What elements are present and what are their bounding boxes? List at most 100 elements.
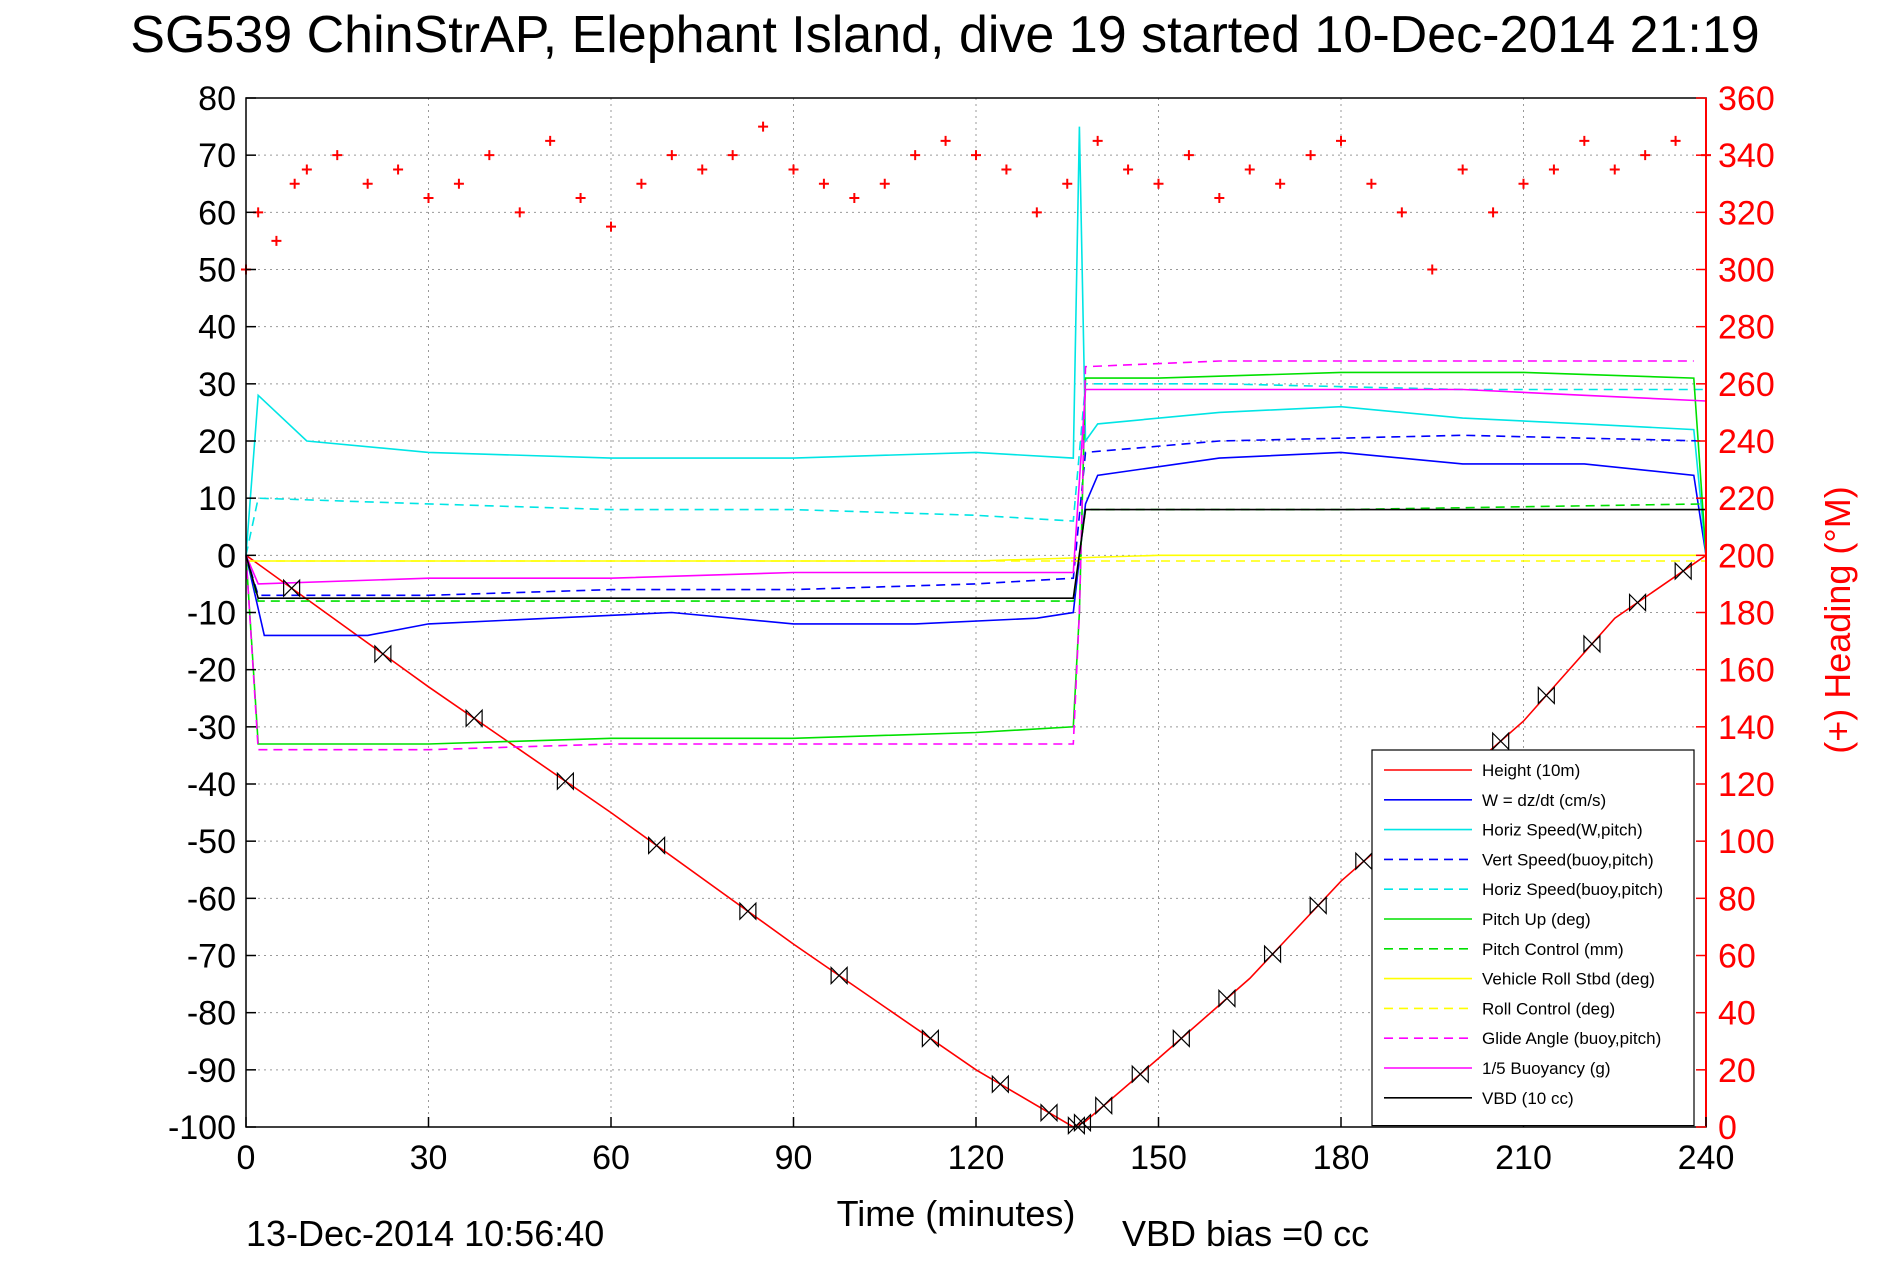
- depth-marker: [1309, 896, 1327, 915]
- heading-marker: [849, 193, 860, 204]
- heading-marker: [788, 164, 799, 175]
- y-right-tick-label: 240: [1718, 423, 1775, 461]
- depth-marker: [1537, 685, 1555, 705]
- heading-marker: [1244, 164, 1255, 175]
- heading-marker: [1183, 150, 1194, 161]
- heading-marker: [575, 193, 586, 204]
- y-right-tick-label: 140: [1718, 709, 1775, 747]
- depth-marker: [921, 1028, 939, 1048]
- x-tick-label: 90: [775, 1139, 813, 1177]
- x-axis-label: Time (minutes): [837, 1193, 1076, 1234]
- series-line-11: [245, 508, 1706, 599]
- y-right-tick-label: 200: [1718, 537, 1775, 575]
- y-tick-label: -40: [187, 766, 236, 804]
- legend-label: Vehicle Roll Stbd (deg): [1482, 970, 1655, 989]
- depth-marker: [1674, 561, 1692, 581]
- heading-marker: [971, 150, 981, 161]
- heading-marker: [453, 178, 464, 189]
- x-tick-label: 150: [1130, 1139, 1187, 1177]
- chart-title: SG539 ChinStrAP, Elephant Island, dive 1…: [130, 6, 1759, 64]
- y-right-tick-label: 120: [1718, 766, 1775, 804]
- heading-marker: [910, 150, 921, 161]
- y-tick-label: 80: [198, 80, 236, 118]
- heading-marker: [1062, 178, 1073, 189]
- y-right-tick-label: 300: [1718, 252, 1775, 290]
- y-right-tick-label: 360: [1718, 80, 1775, 118]
- series-line-3: [245, 434, 1707, 597]
- heading-marker: [289, 178, 300, 189]
- heading-marker: [1670, 135, 1681, 146]
- y-tick-label: -70: [187, 938, 236, 976]
- heading-marker: [1518, 178, 1529, 189]
- x-tick-label: 60: [592, 1139, 630, 1177]
- depth-marker: [739, 901, 757, 921]
- y-tick-label: 70: [198, 137, 236, 175]
- heading-marker: [1305, 150, 1316, 161]
- heading-marker: [1579, 135, 1590, 146]
- depth-marker: [283, 578, 301, 598]
- y-tick-label: -90: [187, 1052, 236, 1090]
- x-tick-label: 0: [237, 1139, 256, 1177]
- y-tick-label: 10: [198, 480, 236, 518]
- heading-marker: [940, 135, 951, 146]
- y-right-tick-label: 40: [1718, 995, 1756, 1033]
- heading-marker: [1427, 264, 1438, 275]
- y-right-tick-label: 20: [1718, 1052, 1756, 1090]
- heading-marker: [1153, 178, 1164, 189]
- y-tick-label: 40: [198, 309, 236, 347]
- y-tick-label: 60: [198, 194, 236, 232]
- series-line-4: [245, 383, 1706, 556]
- legend-label: Pitch Up (deg): [1482, 910, 1591, 929]
- x-tick-label: 120: [948, 1139, 1005, 1177]
- y-tick-label: 20: [198, 423, 236, 461]
- depth-marker: [556, 771, 574, 791]
- heading-marker: [1488, 207, 1499, 218]
- legend-label: 1/5 Buoyancy (g): [1482, 1059, 1611, 1078]
- heading-marker: [636, 178, 647, 189]
- y-right-tick-label: 80: [1718, 880, 1756, 918]
- heading-marker: [271, 235, 282, 246]
- heading-marker: [758, 121, 769, 132]
- heading-marker: [1396, 207, 1407, 218]
- heading-marker: [332, 150, 343, 161]
- heading-marker: [514, 207, 525, 218]
- heading-marker: [1457, 164, 1468, 175]
- y-tick-label: 30: [198, 366, 236, 404]
- legend: Height (10m) W = dz/dt (cm/s) Horiz Speed(…: [1371, 749, 1695, 1127]
- series-line-6: [245, 503, 1707, 602]
- heading-marker: [1548, 164, 1559, 175]
- y-tick-label: -100: [168, 1109, 236, 1147]
- heading-marker: [1092, 135, 1103, 146]
- y-tick-label: -20: [187, 652, 236, 690]
- y-tick-label: 50: [198, 252, 236, 290]
- y-tick-label: -50: [187, 823, 236, 861]
- heading-marker: [1366, 178, 1377, 189]
- depth-marker: [1492, 731, 1510, 751]
- depth-marker: [991, 1074, 1009, 1094]
- y-right-tick-label: 260: [1718, 366, 1775, 404]
- heading-marker: [1640, 150, 1651, 161]
- plot-area: 0 30 60 90 120 150 180 210 24080706050403020100-…: [168, 80, 1775, 1177]
- heading-marker: [666, 150, 677, 161]
- legend-label: Glide Angle (buoy,pitch): [1482, 1029, 1661, 1048]
- y-right-tick-label: 320: [1718, 194, 1775, 232]
- y-tick-label: 0: [217, 537, 236, 575]
- footer-vbd-bias: VBD bias =0 cc: [1122, 1213, 1369, 1254]
- y-right-tick-label: 60: [1718, 938, 1756, 976]
- depth-marker: [1355, 851, 1373, 871]
- depth-marker: [1172, 1028, 1190, 1048]
- y-tick-label: -60: [187, 880, 236, 918]
- heading-marker: [1031, 207, 1042, 218]
- y-tick-label: -30: [187, 709, 236, 747]
- depth-marker: [1218, 988, 1236, 1008]
- depth-marker: [1583, 634, 1601, 654]
- depth-marker: [830, 966, 848, 985]
- depth-marker: [1073, 1113, 1092, 1133]
- y-right-tick-label: 0: [1718, 1109, 1737, 1147]
- heading-marker: [362, 178, 373, 189]
- heading-marker: [1123, 164, 1134, 175]
- heading-marker: [423, 193, 434, 204]
- series-line-1: [245, 451, 1707, 637]
- x-tick-label: 240: [1678, 1139, 1735, 1177]
- y-axis-right-label: (+) Heading (°M): [1817, 486, 1858, 753]
